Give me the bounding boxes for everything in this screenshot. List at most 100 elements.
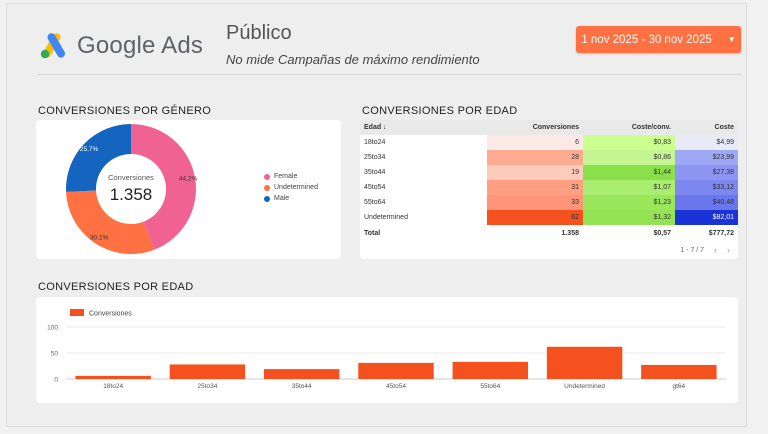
report-page: Google Ads Público No mide Campañas de m… bbox=[6, 3, 747, 427]
table-row[interactable]: 55to64 33 $1,23 $40,48 bbox=[360, 195, 738, 210]
total-cell-cpc: $0,57 bbox=[583, 225, 675, 241]
date-range-picker[interactable]: 1 nov 2025 - 30 nov 2025 ▼ bbox=[576, 26, 741, 53]
x-tick-label: gt64 bbox=[673, 383, 686, 390]
google-ads-logo: Google Ads bbox=[39, 32, 203, 60]
legend-dot-icon bbox=[264, 173, 270, 180]
legend-item-male[interactable]: Male bbox=[264, 195, 318, 202]
bar-chart-card: Conversiones 0 50 100 18to24 25to34 35to44 45to… bbox=[36, 297, 738, 403]
cell-cost: $40,48 bbox=[675, 195, 738, 210]
bar-gt64[interactable] bbox=[641, 364, 717, 379]
table-pager: 1 - 7 / 7 ‹ › bbox=[680, 245, 730, 255]
gender-donut-chart: 44,2% 30,1% 25,7% Conversiones 1.358 bbox=[66, 124, 198, 255]
table-row[interactable]: 35to44 19 $1,44 $27,38 bbox=[360, 165, 738, 180]
cell-cost-per-conv: $1,07 bbox=[583, 180, 675, 195]
cell-cost: $82,01 bbox=[675, 210, 738, 225]
prev-page-icon[interactable]: ‹ bbox=[714, 245, 717, 255]
logo-text: Google Ads bbox=[77, 32, 204, 59]
cell-cost: $4,99 bbox=[675, 135, 738, 150]
x-tick-label: 35to44 bbox=[292, 383, 312, 390]
donut-center-label: Conversiones bbox=[108, 173, 154, 182]
cell-cost-per-conv: $1,44 bbox=[583, 165, 675, 180]
header: Google Ads Público No mide Campañas de m… bbox=[7, 4, 748, 75]
legend-item-undetermined[interactable]: Undetermined bbox=[264, 184, 318, 191]
table-row[interactable]: 25to34 28 $0,86 $23,99 bbox=[360, 150, 738, 165]
cell-age: Undetermined bbox=[360, 210, 487, 225]
table-total-row: Total 1.358 $0,57 $777,72 bbox=[360, 225, 738, 241]
gender-section-title: CONVERSIONES POR GÉNERO bbox=[38, 105, 212, 117]
column-header-cost[interactable]: Coste bbox=[675, 120, 738, 135]
cell-age: 55to64 bbox=[360, 195, 487, 210]
cell-cost-per-conv: $1,23 bbox=[583, 195, 675, 210]
page-subtitle: No mide Campañas de máximo rendimiento bbox=[226, 52, 480, 67]
x-tick-label: 55to64 bbox=[480, 383, 500, 390]
cell-conversions: 28 bbox=[487, 150, 583, 165]
cell-cost-per-conv: $1,32 bbox=[583, 210, 675, 225]
gender-card: 44,2% 30,1% 25,7% Conversiones 1.358 Female … bbox=[36, 120, 341, 259]
x-tick-label: 25to34 bbox=[197, 383, 217, 390]
pager-label: 1 - 7 / 7 bbox=[680, 246, 704, 254]
bar-45to54[interactable] bbox=[358, 362, 434, 379]
table-row[interactable]: Undetermined 62 $1,32 $82,01 bbox=[360, 210, 738, 225]
donut-center-value: 1.358 bbox=[110, 185, 153, 204]
date-range-label: 1 nov 2025 - 30 nov 2025 bbox=[581, 33, 712, 46]
donut-slice-label: 44,2% bbox=[179, 175, 198, 182]
bar-25to34[interactable] bbox=[169, 364, 246, 379]
column-header-cost-per-conv[interactable]: Coste/conv. bbox=[583, 120, 675, 135]
total-cell-label: Total bbox=[360, 225, 487, 241]
y-tick-label: 100 bbox=[47, 325, 58, 332]
cell-age: 35to44 bbox=[360, 165, 487, 180]
next-page-icon[interactable]: › bbox=[727, 245, 730, 255]
age-table: Edad ↓ Conversiones Coste/conv. Coste 18… bbox=[360, 120, 738, 241]
legend-dot-icon bbox=[264, 195, 270, 202]
legend-item-female[interactable]: Female bbox=[264, 173, 318, 180]
bar-legend-label[interactable]: Conversiones bbox=[89, 311, 132, 318]
cell-cost-per-conv: $0,86 bbox=[583, 150, 675, 165]
gender-legend: Female Undetermined Male bbox=[264, 173, 318, 206]
cell-conversions: 33 bbox=[487, 195, 583, 210]
table-header-row: Edad ↓ Conversiones Coste/conv. Coste bbox=[360, 120, 738, 135]
bar-undetermined[interactable] bbox=[546, 346, 623, 379]
age-table-body: 18to24 6 $0,83 $4,99 25to34 28 $0,86 $23,99 35to… bbox=[360, 135, 738, 241]
cell-conversions: 19 bbox=[487, 165, 583, 180]
total-cell-conv: 1.358 bbox=[487, 225, 583, 241]
cell-cost: $27,38 bbox=[675, 165, 738, 180]
conversions-bar-chart: Conversiones 0 50 100 18to24 25to34 35to44 45to… bbox=[47, 309, 726, 390]
column-header-age[interactable]: Edad ↓ bbox=[360, 120, 487, 135]
y-tick-label: 0 bbox=[54, 377, 58, 384]
column-header-conversions[interactable]: Conversiones bbox=[487, 120, 583, 135]
cell-age: 45to54 bbox=[360, 180, 487, 195]
cell-cost-per-conv: $0,83 bbox=[583, 135, 675, 150]
cell-cost: $23,99 bbox=[675, 150, 738, 165]
bar-35to44[interactable] bbox=[264, 369, 340, 379]
legend-label: Female bbox=[274, 173, 298, 180]
bar-55to64[interactable] bbox=[452, 361, 528, 379]
x-tick-label: Undetermined bbox=[564, 383, 605, 390]
cell-conversions: 31 bbox=[487, 180, 583, 195]
cell-age: 25to34 bbox=[360, 150, 487, 165]
legend-label: Undetermined bbox=[274, 184, 318, 191]
cell-conversions: 62 bbox=[487, 210, 583, 225]
x-tick-label: 45to54 bbox=[386, 383, 406, 390]
donut-slice-label: 30,1% bbox=[90, 234, 109, 241]
cell-cost: $33,12 bbox=[675, 180, 738, 195]
header-divider bbox=[37, 74, 742, 75]
bar-18to24[interactable] bbox=[75, 375, 151, 379]
page-title: Público bbox=[226, 22, 292, 44]
legend-dot-icon bbox=[264, 184, 270, 191]
donut-slice-male[interactable] bbox=[66, 124, 131, 192]
dropdown-caret-icon: ▼ bbox=[727, 35, 736, 44]
age-table-section-title: CONVERSIONES POR EDAD bbox=[362, 105, 518, 117]
table-row[interactable]: 18to24 6 $0,83 $4,99 bbox=[360, 135, 738, 150]
donut-slice-undetermined[interactable] bbox=[66, 190, 155, 255]
google-ads-logo-icon bbox=[40, 33, 65, 59]
donut-slice-female[interactable] bbox=[131, 124, 197, 250]
cell-conversions: 6 bbox=[487, 135, 583, 150]
x-tick-label: 18to24 bbox=[103, 383, 123, 390]
age-table-card: Edad ↓ Conversiones Coste/conv. Coste 18… bbox=[360, 120, 738, 259]
y-tick-label: 50 bbox=[51, 351, 59, 358]
cell-age: 18to24 bbox=[360, 135, 487, 150]
table-row[interactable]: 45to54 31 $1,07 $33,12 bbox=[360, 180, 738, 195]
bar-section-title: CONVERSIONES POR EDAD bbox=[38, 281, 194, 293]
legend-label: Male bbox=[274, 195, 290, 202]
donut-slice-label: 25,7% bbox=[80, 146, 99, 153]
